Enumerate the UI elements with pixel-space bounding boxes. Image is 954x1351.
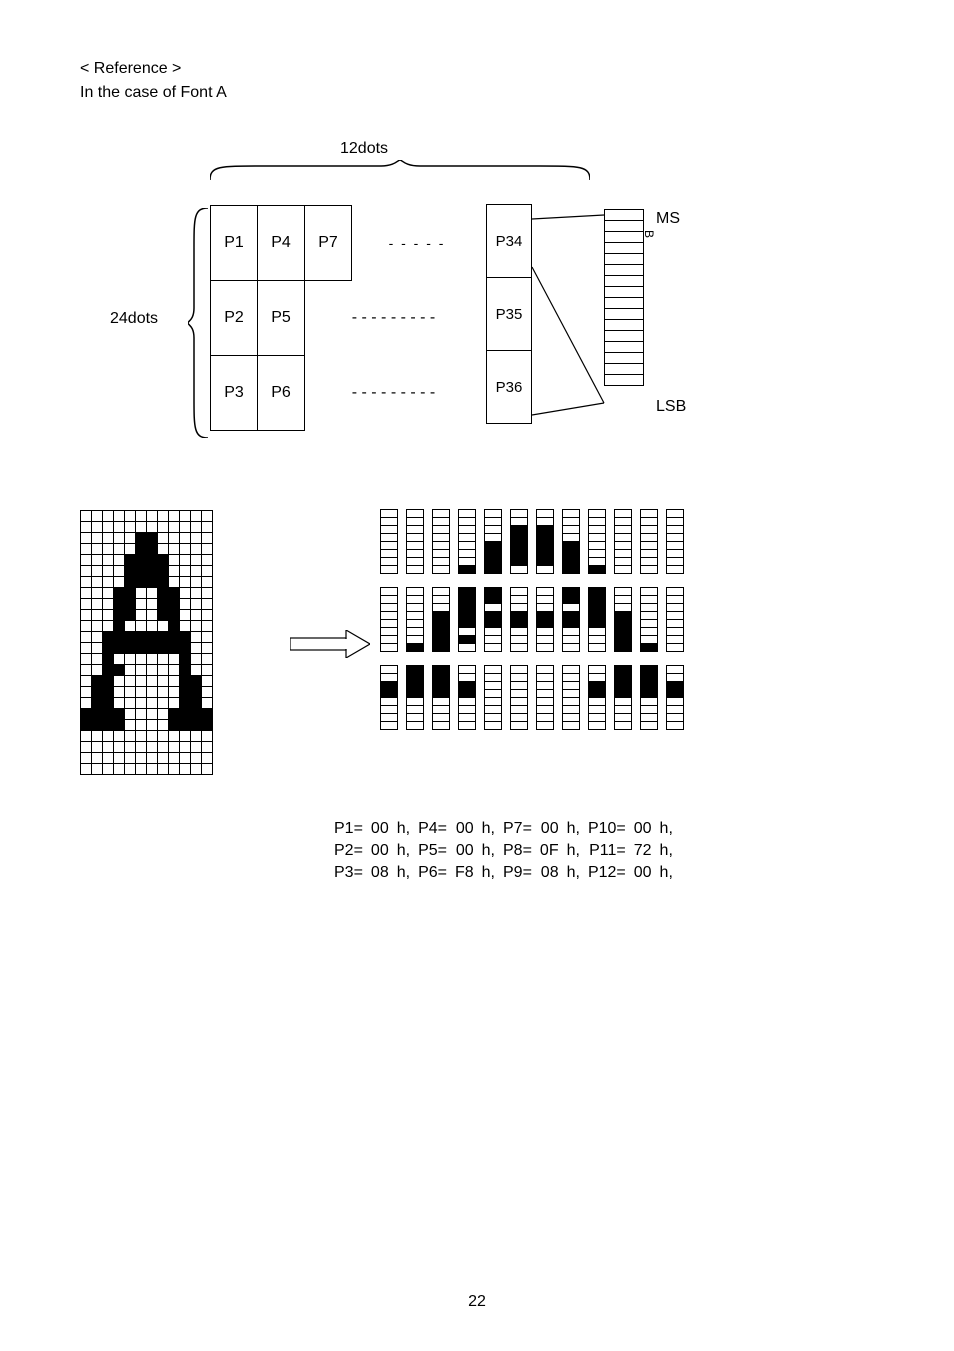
value-cell: h, xyxy=(393,818,414,840)
value-cell: 0F xyxy=(536,840,563,862)
value-cell: 00 xyxy=(630,818,656,840)
value-cell: 08 xyxy=(536,862,563,884)
byte-stack xyxy=(604,210,644,386)
byte-col xyxy=(458,510,476,730)
value-cell: P9= xyxy=(499,862,536,884)
byte-col xyxy=(562,510,580,730)
value-cell: 08 xyxy=(367,862,393,884)
value-cell: P7= xyxy=(499,818,536,840)
cell-P5: P5 xyxy=(258,281,305,356)
cell-P35: P35 xyxy=(486,277,532,351)
cell-P4: P4 xyxy=(258,206,305,281)
byte-col xyxy=(380,510,398,730)
cell-P7: P7 xyxy=(305,206,352,281)
glyph-and-bytes xyxy=(80,510,880,810)
byte-col xyxy=(640,510,658,730)
value-cell: 00 xyxy=(367,840,393,862)
byte-col xyxy=(510,510,528,730)
value-cell: P12= xyxy=(584,862,630,884)
brace-left xyxy=(188,208,208,438)
value-cell: h, xyxy=(478,862,499,884)
value-cell: 00 xyxy=(630,862,656,884)
value-cell: P2= xyxy=(330,840,367,862)
width-label: 12dots xyxy=(340,140,388,158)
value-cell: P11= xyxy=(584,840,630,862)
cell-P6: P6 xyxy=(258,356,305,431)
brace-top xyxy=(210,160,590,180)
cell-P1: P1 xyxy=(211,206,258,281)
values-block: P1=00h,P4=00h,P7=00h,P10=00h,P2=00h,P5=0… xyxy=(330,818,677,884)
cell-P34: P34 xyxy=(486,204,532,278)
values-table: P1=00h,P4=00h,P7=00h,P10=00h,P2=00h,P5=0… xyxy=(330,818,677,884)
byte-col xyxy=(484,510,502,730)
value-cell: 00 xyxy=(451,840,478,862)
cell-P36: P36 xyxy=(486,350,532,424)
value-cell: P10= xyxy=(584,818,630,840)
page-number: 22 xyxy=(0,1293,954,1311)
value-cell: P4= xyxy=(414,818,451,840)
height-label: 24dots xyxy=(110,310,158,328)
dash-3: - - - - - - - - - xyxy=(305,356,483,431)
value-cell: h, xyxy=(656,840,677,862)
value-cell: 00 xyxy=(367,818,393,840)
value-cell: h, xyxy=(656,862,677,884)
reference-subheading: In the case of Font A xyxy=(80,84,874,102)
byte-layout-diagram: 12dots 24dots P1 P4 P7 - - - - - P2 P5 -… xyxy=(100,150,720,450)
byte-col xyxy=(432,510,450,730)
value-cell: P1= xyxy=(330,818,367,840)
value-cell: 72 xyxy=(630,840,656,862)
byte-col xyxy=(614,510,632,730)
byte-col xyxy=(666,510,684,730)
value-cell: F8 xyxy=(451,862,478,884)
glyph-grid xyxy=(80,510,213,775)
cell-P3: P3 xyxy=(211,356,258,431)
value-cell: h, xyxy=(656,818,677,840)
lsb-label: LSB xyxy=(656,398,686,416)
reference-heading: < Reference > xyxy=(80,60,874,78)
msb-label: MS xyxy=(656,210,680,228)
value-cell: 00 xyxy=(451,818,478,840)
value-cell: P6= xyxy=(414,862,451,884)
byte-columns xyxy=(380,510,684,730)
cells-table: P1 P4 P7 - - - - - P2 P5 - - - - - - - -… xyxy=(210,205,482,431)
value-cell: P8= xyxy=(499,840,536,862)
value-cell: h, xyxy=(563,840,584,862)
value-cell: h, xyxy=(478,840,499,862)
byte-col xyxy=(588,510,606,730)
cell-P2: P2 xyxy=(211,281,258,356)
msb-sub: B xyxy=(642,230,656,238)
value-cell: P3= xyxy=(330,862,367,884)
value-cell: h, xyxy=(563,818,584,840)
byte-col xyxy=(406,510,424,730)
dash-1: - - - - - xyxy=(352,206,483,281)
arrow-icon xyxy=(290,630,370,658)
value-cell: 00 xyxy=(536,818,563,840)
value-cell: h, xyxy=(393,840,414,862)
right-column: P34 P35 P36 xyxy=(486,205,532,424)
value-cell: h, xyxy=(563,862,584,884)
value-cell: h, xyxy=(478,818,499,840)
value-cell: P5= xyxy=(414,840,451,862)
byte-col xyxy=(536,510,554,730)
connector-lines xyxy=(532,205,607,435)
dash-2: - - - - - - - - - xyxy=(305,281,483,356)
value-cell: h, xyxy=(393,862,414,884)
